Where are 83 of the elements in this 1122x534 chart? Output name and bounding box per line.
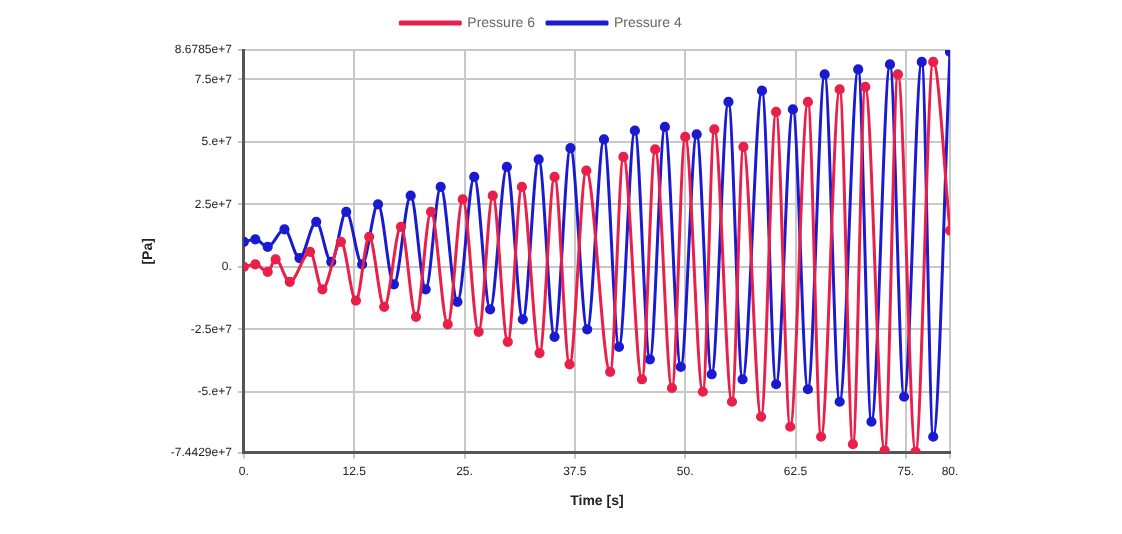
point <box>364 231 375 242</box>
point <box>442 319 453 330</box>
point <box>802 96 813 108</box>
point <box>666 382 678 394</box>
point <box>916 56 927 68</box>
point <box>771 106 782 118</box>
point <box>659 121 670 133</box>
point <box>534 347 545 359</box>
point <box>425 206 437 217</box>
point <box>435 181 446 192</box>
point <box>311 216 322 227</box>
point <box>598 134 610 145</box>
point <box>771 379 782 390</box>
point <box>279 224 290 235</box>
point <box>485 304 496 315</box>
point <box>502 336 513 347</box>
point <box>644 354 655 365</box>
point <box>262 266 273 277</box>
point <box>533 154 544 165</box>
point <box>565 143 576 154</box>
point <box>884 59 896 70</box>
point <box>709 124 720 135</box>
point <box>834 396 845 407</box>
point <box>847 439 859 450</box>
point <box>834 84 845 95</box>
point <box>892 69 904 80</box>
point <box>335 236 347 247</box>
point <box>341 206 352 217</box>
point <box>613 341 625 352</box>
point <box>549 331 560 342</box>
point <box>816 431 827 442</box>
point <box>860 81 871 93</box>
point <box>284 276 295 287</box>
point <box>650 144 661 155</box>
point <box>899 391 910 402</box>
point <box>723 96 734 108</box>
point <box>582 324 593 335</box>
point <box>581 165 592 176</box>
point <box>726 396 738 407</box>
point <box>756 411 767 422</box>
point <box>410 311 422 322</box>
point <box>501 161 512 172</box>
point <box>473 326 484 337</box>
point <box>250 234 261 245</box>
point <box>250 259 261 270</box>
point <box>928 431 939 442</box>
point <box>605 366 616 377</box>
point <box>618 151 629 162</box>
point <box>706 369 717 380</box>
point <box>379 301 390 312</box>
point <box>395 221 407 232</box>
point <box>457 194 468 205</box>
point <box>785 421 796 432</box>
point <box>928 56 939 68</box>
point <box>802 384 813 395</box>
point <box>304 246 316 257</box>
point <box>564 359 575 370</box>
point <box>405 190 416 201</box>
point <box>452 296 463 307</box>
point <box>372 199 384 210</box>
point <box>517 314 528 325</box>
point <box>549 171 560 182</box>
point <box>866 416 877 427</box>
point <box>629 125 640 136</box>
point <box>350 295 362 306</box>
point <box>691 129 702 140</box>
point <box>675 361 686 372</box>
point <box>317 284 328 295</box>
point <box>270 254 281 265</box>
point <box>469 171 480 182</box>
point <box>853 64 864 75</box>
point <box>737 374 748 385</box>
point <box>262 241 273 252</box>
point <box>738 141 749 153</box>
point <box>819 69 830 80</box>
point <box>680 131 691 143</box>
point <box>756 85 768 96</box>
point <box>516 181 527 192</box>
point <box>787 104 798 115</box>
point <box>487 190 498 201</box>
point <box>879 445 890 453</box>
point <box>697 386 708 397</box>
point <box>636 374 648 385</box>
